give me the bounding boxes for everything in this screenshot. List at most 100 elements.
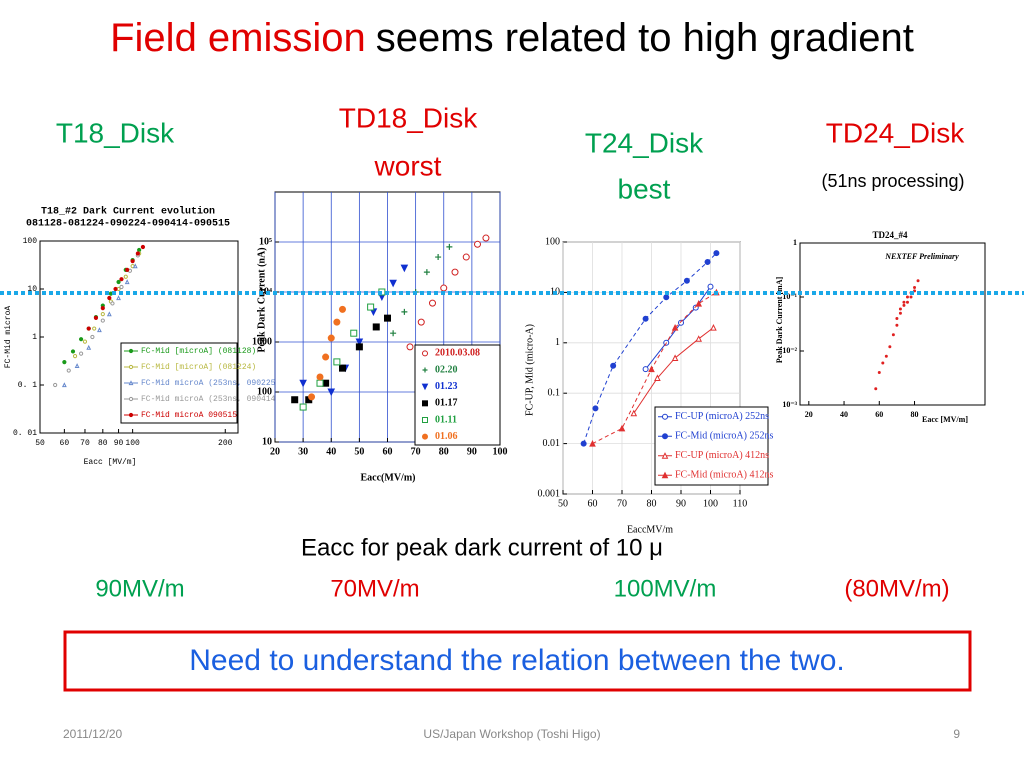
marker <box>707 283 714 290</box>
y-tick-label: 1 <box>32 333 37 342</box>
title-highlight: Field emission <box>110 16 366 60</box>
marker <box>462 253 470 261</box>
chart-title: T18_#2 Dark Current evolution <box>41 206 215 218</box>
marker <box>100 318 105 323</box>
series-line <box>583 252 717 444</box>
legend-label: FC-Mid microA 090515 <box>141 411 237 420</box>
y-tick-label: 0. 1 <box>18 381 37 390</box>
y-axis-label: Peak Dark Current [mA] <box>775 277 784 364</box>
y-tick-label: 10⁻³ <box>782 400 797 409</box>
marker <box>100 306 105 311</box>
x-tick-label: 60 <box>383 446 393 457</box>
marker <box>93 315 99 320</box>
x-tick-label: 20 <box>270 446 280 457</box>
marker <box>124 279 130 285</box>
marker <box>874 387 878 391</box>
marker <box>678 319 684 326</box>
marker <box>130 259 135 264</box>
marker <box>663 294 670 301</box>
x-tick-label: 200 <box>218 439 233 448</box>
x-tick-label: 70 <box>411 446 421 457</box>
x-tick-label: 50 <box>354 446 364 457</box>
x-tick-label: 80 <box>439 446 449 457</box>
marker <box>435 254 442 261</box>
marker <box>372 323 380 331</box>
marker <box>421 383 429 391</box>
marker <box>74 363 80 368</box>
marker <box>119 284 124 290</box>
marker <box>704 259 711 266</box>
y-tick-label: 10 <box>27 285 37 294</box>
title-rest: seems related to high gradient <box>376 16 914 60</box>
marker <box>661 471 669 479</box>
marker <box>367 303 375 311</box>
plot-area <box>799 242 986 406</box>
legend-label: 01.23 <box>435 381 458 392</box>
footer-center: US/Japan Workshop (Toshi Higo) <box>423 727 600 741</box>
marker <box>417 318 425 326</box>
marker <box>589 439 596 447</box>
marker <box>610 362 617 369</box>
x-tick-label: 40 <box>326 446 336 457</box>
marker <box>355 343 363 351</box>
marker <box>877 370 881 374</box>
marker <box>446 243 453 250</box>
marker <box>140 244 146 250</box>
marker <box>671 354 679 361</box>
annotation: NEXTEF Preliminary <box>884 252 959 261</box>
marker <box>580 440 587 447</box>
x-tick-label: 70 <box>617 498 627 509</box>
marker <box>710 324 717 331</box>
legend-label: FC-Mid (microA) 252ns <box>675 431 773 442</box>
marker <box>128 380 134 386</box>
marker <box>683 277 690 284</box>
marker <box>400 264 409 273</box>
marker <box>62 359 67 365</box>
marker <box>695 335 703 342</box>
series-line <box>592 291 717 445</box>
x-axis-label: Eacc [MV/m] <box>84 458 137 467</box>
y-axis-label: FC-UP, Mid (micro-A) <box>524 324 535 416</box>
marker <box>661 452 669 459</box>
conclusion: Need to understand the relation between … <box>189 644 844 677</box>
marker <box>339 305 346 313</box>
y-tick-label: 10⁻² <box>782 346 797 355</box>
marker <box>401 308 408 315</box>
result: 100MV/m <box>614 575 717 602</box>
marker <box>116 295 121 301</box>
marker <box>913 289 917 293</box>
marker <box>128 348 134 354</box>
chart: 1001010.10.010.0015060708090100110EaccMV… <box>524 236 773 535</box>
column-header: TD18_Disk <box>339 102 478 133</box>
x-tick-label: 100 <box>125 439 140 448</box>
marker <box>316 379 324 387</box>
y-axis-label: Peak Dark Current (nA) <box>256 247 267 352</box>
legend-box <box>654 406 769 486</box>
marker <box>316 373 324 381</box>
marker <box>390 330 397 337</box>
marker <box>137 247 142 253</box>
marker <box>322 353 330 361</box>
marker <box>107 295 112 301</box>
caption: Eacc for peak dark current of 10 μ <box>301 534 663 561</box>
column-note: worst <box>374 150 442 181</box>
marker <box>327 334 335 342</box>
legend-box <box>120 342 238 424</box>
column-note: best <box>618 173 671 204</box>
marker <box>327 388 336 397</box>
marker <box>422 433 428 440</box>
marker <box>333 318 341 326</box>
chart: 10 100 1000 10⁴ 10⁵ 20 30 40 50 60 70 80 90 100 Eacc(M… <box>252 191 508 483</box>
marker <box>61 382 67 388</box>
result: 70MV/m <box>330 575 419 602</box>
marker <box>128 412 134 418</box>
marker <box>898 311 902 315</box>
legend-label: FC-Mid (microA) 412ns <box>675 470 773 481</box>
chart-subtitle: 081128-081224-090224-090414-090515 <box>26 219 230 230</box>
legend-label: 02.20 <box>435 364 458 375</box>
marker <box>592 405 599 412</box>
marker <box>110 301 115 306</box>
marker <box>333 358 341 366</box>
column-note: (51ns processing) <box>821 171 964 191</box>
x-tick-label: 80 <box>98 439 108 448</box>
